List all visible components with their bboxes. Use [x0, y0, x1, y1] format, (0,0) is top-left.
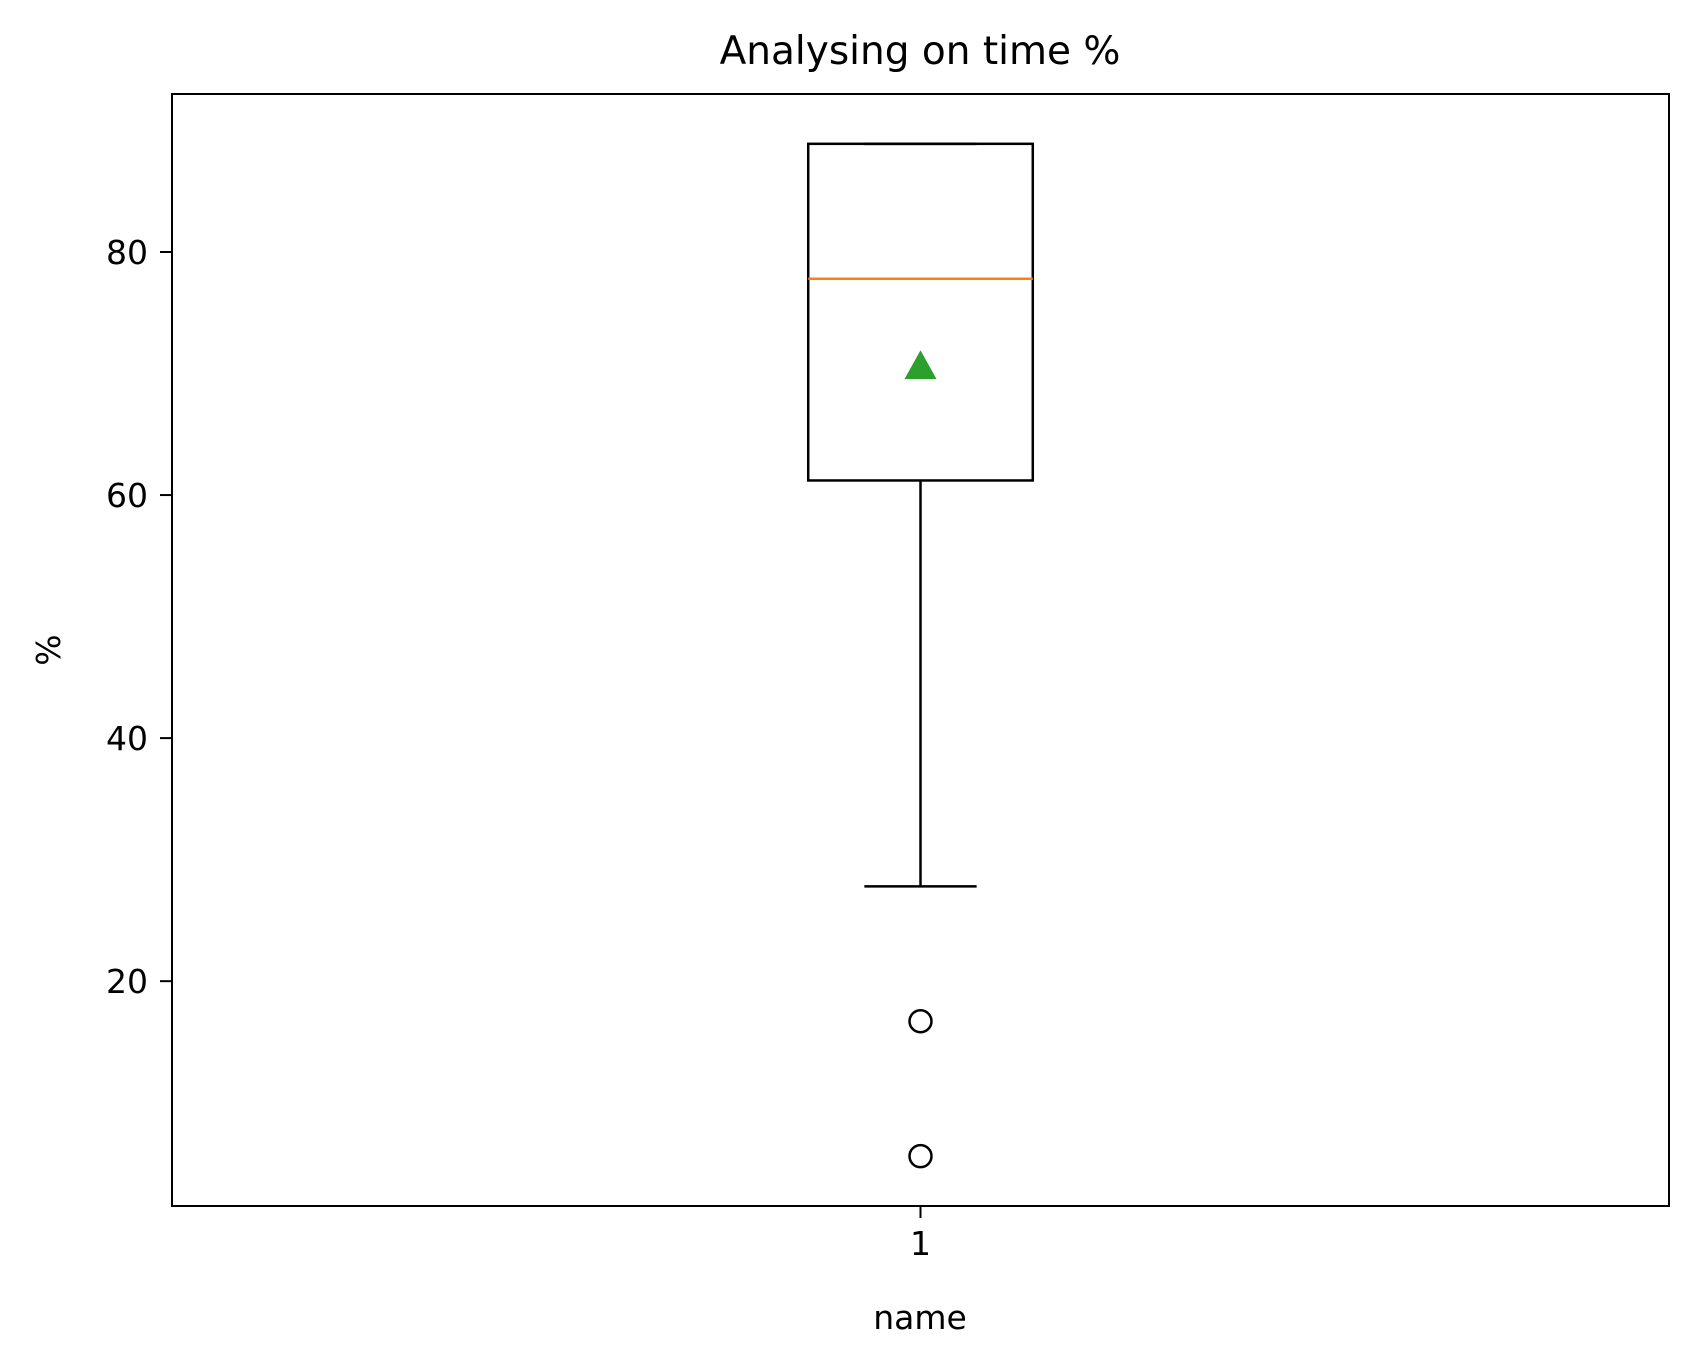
chart-title: Analysing on time %: [720, 29, 1121, 74]
x-axis: 1: [910, 1206, 931, 1263]
y-tick-label: 40: [106, 719, 148, 758]
outlier-point: [908, 1009, 933, 1034]
mean-marker: [904, 350, 937, 380]
x-tick-label: 1: [910, 1224, 931, 1263]
y-axis-label: %: [29, 634, 68, 665]
iqr-box: [806, 142, 1035, 482]
x-axis-label: name: [873, 1298, 967, 1337]
y-axis: 20 40 60 80: [106, 233, 172, 1001]
y-tick-label: 60: [106, 476, 148, 515]
y-tick-label: 20: [106, 962, 148, 1001]
outlier-point: [908, 1143, 933, 1169]
box-series: [806, 142, 1035, 1169]
y-tick-label: 80: [106, 233, 148, 272]
box-group: [806, 142, 1035, 1169]
